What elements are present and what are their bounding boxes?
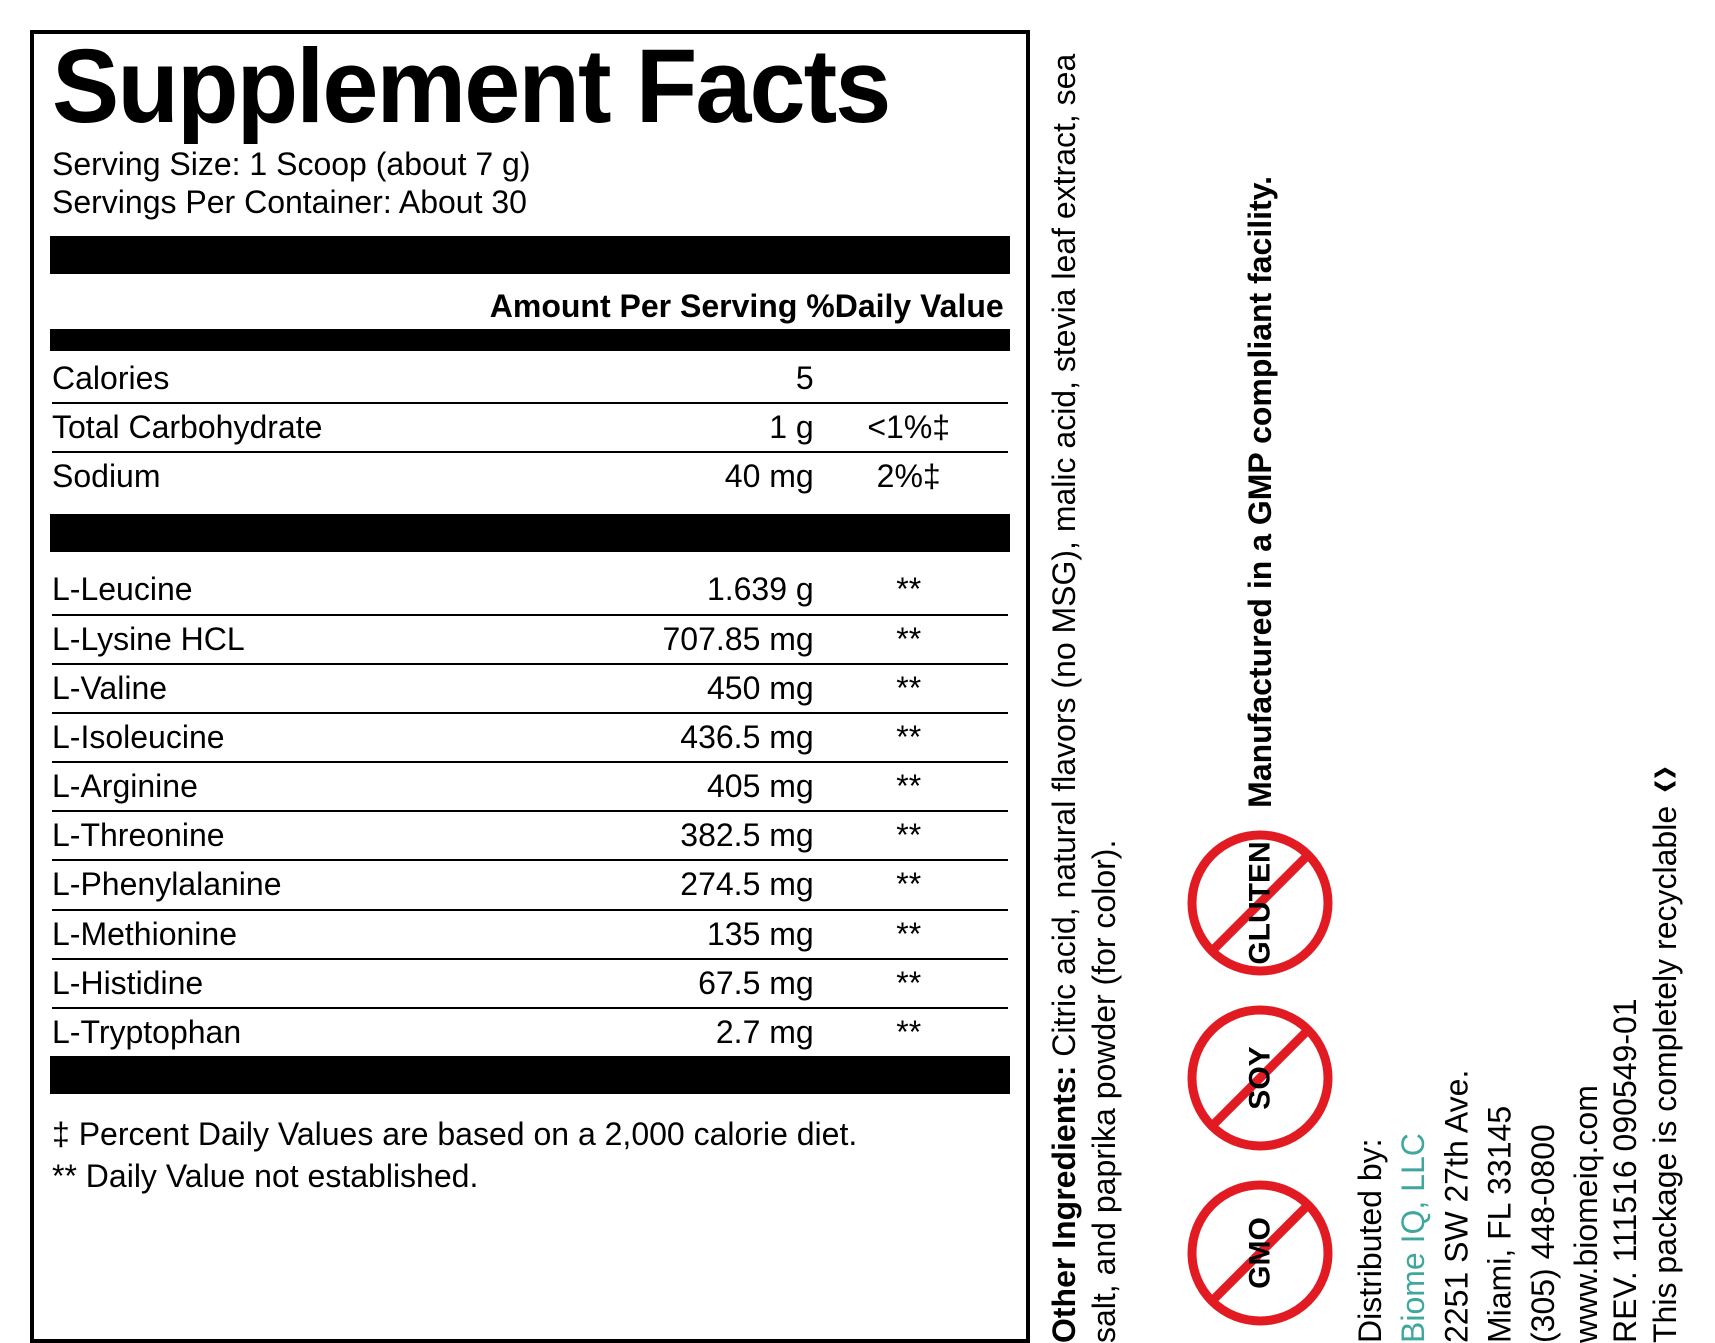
allergen-badges: Manufactured in a GMP compliant facility… (1185, 30, 1335, 1343)
data-row: L-Leucine1.639 g** (52, 566, 1008, 615)
data-row: Sodium40 mg2%‡ (52, 453, 1008, 500)
supplement-facts-panel: Supplement Facts Serving Size: 1 Scoop (… (30, 30, 1030, 1343)
data-row: L-Valine450 mg** (52, 665, 1008, 714)
svg-text:SOY: SOY (1244, 1046, 1277, 1109)
distributor-block: Distributed by: Biome IQ, LLC 2251 SW 27… (1349, 30, 1559, 1343)
panel-title: Supplement Facts (52, 34, 969, 139)
data-row: L-Methionine135 mg** (52, 911, 1008, 960)
data-row: L-Isoleucine436.5 mg** (52, 714, 1008, 763)
data-row: L-Arginine405 mg** (52, 763, 1008, 812)
company-link[interactable]: Biome IQ, LLC (1392, 30, 1435, 1343)
data-row: Calories5 (52, 355, 1008, 404)
data-row: L-Tryptophan2.7 mg** (52, 1009, 1008, 1056)
data-row: L-Histidine67.5 mg** (52, 960, 1008, 1009)
data-row: L-Phenylalanine274.5 mg** (52, 861, 1008, 910)
no-gluten-badge: GLUTEN (1185, 828, 1335, 983)
column-headers: Amount Per Serving %Daily Value (52, 288, 1008, 325)
no-soy-badge: SOY (1185, 1003, 1335, 1158)
serving-size: Serving Size: 1 Scoop (about 7 g) (52, 145, 1008, 183)
data-row: Total Carbohydrate1 g<1%‡ (52, 404, 1008, 453)
recycle-icon (1645, 760, 1685, 796)
no-gmo-badge: GMO (1185, 1178, 1335, 1333)
data-row: L-Lysine HCL707.85 mg** (52, 616, 1008, 665)
servings-per: Servings Per Container: About 30 (52, 183, 1008, 221)
footnote-stars: ** Daily Value not established. (52, 1156, 1008, 1198)
gmp-statement: Manufactured in a GMP compliant facility… (1242, 176, 1279, 808)
revision-block: REV. 111516 090549-01 This package is co… (1605, 30, 1685, 1343)
svg-text:GMO: GMO (1244, 1217, 1277, 1289)
svg-text:GLUTEN: GLUTEN (1244, 841, 1277, 964)
data-row: L-Threonine382.5 mg** (52, 812, 1008, 861)
footnote-dagger: ‡ Percent Daily Values are based on a 2,… (52, 1114, 1008, 1156)
other-ingredients: Other Ingredients: Citric acid, natural … (1044, 30, 1122, 1343)
